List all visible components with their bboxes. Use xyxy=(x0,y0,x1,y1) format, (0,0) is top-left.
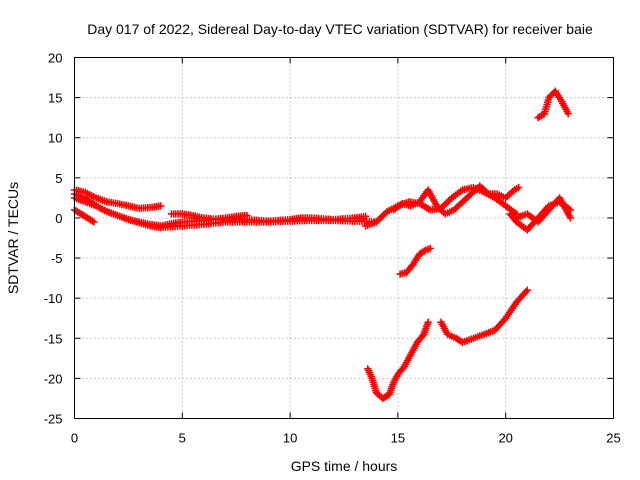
data-point xyxy=(534,207,552,226)
data-point xyxy=(400,352,414,371)
y-tick-label: 20 xyxy=(48,51,62,66)
x-tick-label: 15 xyxy=(391,431,405,446)
data-point xyxy=(566,214,575,222)
series-track-1 xyxy=(70,186,165,213)
data-point xyxy=(424,318,432,326)
plot-frame xyxy=(74,57,614,419)
data-point xyxy=(501,300,519,322)
data-point xyxy=(90,218,98,226)
data-point xyxy=(178,210,195,219)
data-point xyxy=(389,201,405,214)
data-point xyxy=(420,320,432,339)
data-point xyxy=(402,262,416,277)
data-point xyxy=(437,318,451,337)
data-point xyxy=(469,331,486,343)
data-point xyxy=(113,199,130,210)
data-point xyxy=(480,327,497,339)
data-point xyxy=(523,286,532,294)
series-track-7 xyxy=(389,182,523,218)
data-point xyxy=(443,330,458,342)
grid xyxy=(74,57,614,419)
data-point xyxy=(551,87,565,104)
data-point xyxy=(361,212,370,221)
data-point xyxy=(407,199,422,210)
x-tick-label: 5 xyxy=(179,431,186,446)
data-point xyxy=(458,335,475,347)
data-point xyxy=(448,187,465,202)
data-point xyxy=(396,269,409,278)
y-tick-label: -10 xyxy=(44,291,63,306)
y-axis-label: SDTVAR / TECUs xyxy=(5,182,21,294)
data-point xyxy=(458,191,474,206)
series-track-4 xyxy=(70,206,98,226)
y-tick-label: 10 xyxy=(48,131,62,146)
series-track-9 xyxy=(512,194,575,226)
y-tick-label: -15 xyxy=(44,331,63,346)
data-point xyxy=(409,252,422,269)
data-point xyxy=(450,199,465,214)
data-point xyxy=(555,194,574,220)
y-tick-label: -5 xyxy=(51,251,63,266)
series-track-5 xyxy=(167,210,370,225)
data-point xyxy=(493,190,508,201)
series-track-11 xyxy=(396,244,434,278)
data-point xyxy=(510,184,521,194)
y-tick-label: -25 xyxy=(44,412,63,427)
chart-title: Day 017 of 2022, Sidereal Day-to-day VTE… xyxy=(87,21,593,37)
data-point xyxy=(426,244,434,253)
data-point xyxy=(372,209,390,226)
data-point xyxy=(512,288,530,306)
data-point xyxy=(476,182,491,197)
data-point xyxy=(422,245,432,254)
data-point xyxy=(415,247,429,258)
x-tick-label: 10 xyxy=(283,431,297,446)
x-tick-label: 20 xyxy=(498,431,512,446)
series-track-13 xyxy=(437,286,532,347)
data-point xyxy=(83,214,97,225)
y-tick-labels: -25 -20 -15 -10 -5 0 5 10 15 20 xyxy=(44,51,63,427)
data-marks xyxy=(70,87,575,403)
data-point xyxy=(92,202,109,215)
data-point xyxy=(77,210,90,221)
x-tick-label: 25 xyxy=(606,431,620,446)
data-point xyxy=(558,97,571,116)
data-point xyxy=(501,187,517,202)
data-point xyxy=(441,207,456,218)
data-point xyxy=(389,372,401,387)
data-point xyxy=(156,202,165,210)
series-track-2 xyxy=(70,190,381,232)
series-track-10 xyxy=(534,87,572,122)
y-tick-label: 15 xyxy=(48,91,62,106)
series-track-12 xyxy=(363,318,432,403)
x-axis-label: GPS time / hours xyxy=(291,458,398,474)
data-point xyxy=(501,202,519,217)
data-point xyxy=(491,194,508,209)
data-point xyxy=(103,198,120,207)
data-point xyxy=(81,188,98,201)
data-point xyxy=(534,110,547,122)
data-point xyxy=(540,96,552,118)
y-tick-label: 0 xyxy=(55,211,62,226)
data-point xyxy=(146,202,163,212)
series-track-3 xyxy=(70,194,251,230)
data-point xyxy=(564,109,572,118)
data-point xyxy=(124,202,141,212)
data-point xyxy=(491,316,508,335)
ticks xyxy=(74,57,614,419)
data-point xyxy=(407,340,420,359)
x-tick-labels: 0 5 10 15 20 25 xyxy=(71,431,621,446)
x-tick-label: 0 xyxy=(71,431,78,446)
data-point xyxy=(514,183,523,192)
y-tick-label: -20 xyxy=(44,371,63,386)
data-point xyxy=(413,332,427,347)
data-point xyxy=(432,202,448,217)
data-point xyxy=(394,364,407,379)
y-tick-label: 5 xyxy=(55,171,62,186)
data-point xyxy=(424,186,440,208)
data-point xyxy=(379,391,392,403)
